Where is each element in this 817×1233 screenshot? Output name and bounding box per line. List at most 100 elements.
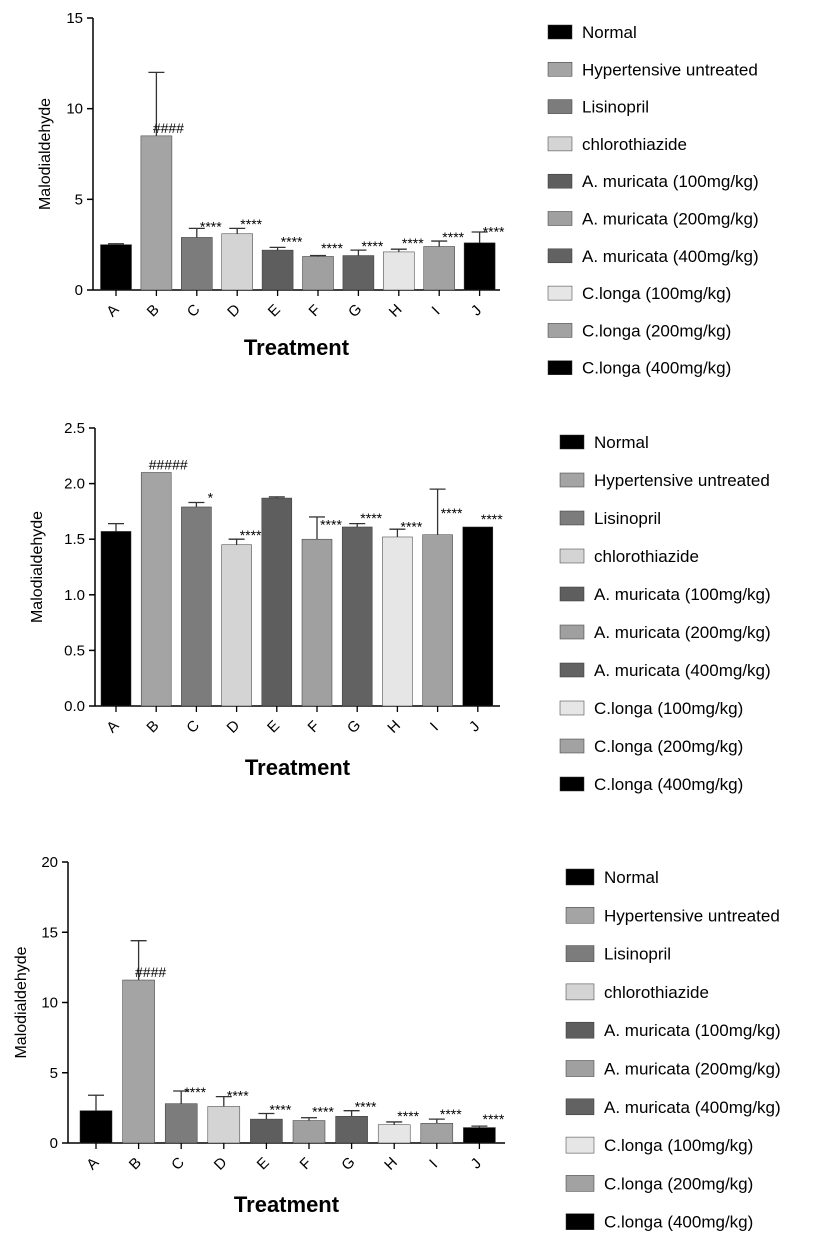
- y-tick-label: 0: [75, 282, 83, 299]
- legend-entry: Normal: [604, 868, 659, 887]
- significance-label: ****: [483, 224, 505, 240]
- legend-swatch: [559, 434, 585, 450]
- significance-label: ****: [397, 1108, 419, 1124]
- legend-entry: A. muricata (200mg/kg): [594, 623, 771, 642]
- significance-label: ****: [227, 1088, 249, 1104]
- significance-label: ****: [401, 519, 423, 535]
- legend-swatch: [547, 99, 573, 114]
- x-tick-label: E: [254, 1154, 273, 1173]
- x-tick-label: G: [345, 301, 365, 321]
- legend-swatch: [559, 662, 585, 678]
- x-tick-label: I: [427, 719, 442, 734]
- legend-entry: A. muricata (200mg/kg): [582, 210, 759, 229]
- legend-entry: C.longa (200mg/kg): [594, 737, 743, 756]
- legend-swatch: [565, 1021, 595, 1039]
- legend-swatch: [559, 738, 585, 754]
- legend-entry: A. muricata (100mg/kg): [582, 172, 759, 191]
- legend-entry: Hypertensive untreated: [594, 471, 770, 490]
- significance-label: ****: [360, 510, 382, 526]
- legend-swatch: [547, 360, 573, 375]
- bar-F: [301, 538, 333, 707]
- legend-entry: chlorothiazide: [582, 135, 687, 154]
- bar-A: [79, 1110, 113, 1144]
- x-tick-label: I: [426, 1156, 441, 1171]
- bar-J: [462, 526, 494, 707]
- y-tick-label: 5: [50, 1065, 58, 1082]
- legend-entry: Lisinopril: [594, 509, 661, 528]
- legend-swatch: [559, 624, 585, 640]
- bar-H: [377, 1124, 411, 1144]
- x-tick-label: C: [184, 301, 204, 321]
- x-axis-label: Treatment: [234, 1192, 340, 1217]
- significance-label: ****: [240, 216, 262, 232]
- bar-A: [100, 531, 132, 707]
- legend: Normal Hypertensive untreated Lisinopril ch…: [547, 23, 759, 378]
- y-axis-label: Malodialdehyde: [13, 946, 30, 1058]
- bar-F: [292, 1120, 326, 1144]
- bar-B: [140, 472, 172, 707]
- x-tick-label: A: [103, 301, 122, 320]
- y-tick-label: 15: [66, 10, 83, 27]
- legend-entry: C.longa (400mg/kg): [594, 775, 743, 794]
- legend-entry: Normal: [594, 433, 649, 452]
- legend-entry: Hypertensive untreated: [604, 906, 780, 925]
- significance-label: ****: [481, 511, 503, 527]
- x-tick-label: D: [224, 301, 244, 321]
- x-tick-label: H: [384, 717, 404, 737]
- x-tick-label: G: [338, 1154, 358, 1174]
- significance-label: ****: [362, 238, 384, 254]
- bar-C: [181, 237, 213, 291]
- bar-H: [382, 536, 413, 707]
- legend-swatch: [559, 700, 585, 716]
- chart-3: 0 5 10 15 20 Malodialdehyde A B #### C **** D **** E *…: [13, 854, 781, 1232]
- y-tick-label: 10: [41, 995, 58, 1012]
- x-axis-label: Treatment: [245, 755, 351, 780]
- bar-A: [100, 244, 132, 291]
- y-tick-label: 2.0: [64, 476, 85, 493]
- significance-label: ****: [442, 229, 464, 245]
- bar-I: [423, 246, 455, 291]
- legend-entry: A. muricata (200mg/kg): [604, 1060, 781, 1079]
- x-tick-label: A: [103, 717, 122, 736]
- x-tick-label: J: [468, 302, 485, 319]
- x-tick-label: D: [224, 717, 244, 737]
- chart-2: 0.0 0.5 1.0 1.5 2.0 2.5 Malodialdehyde A B ##### C…: [29, 420, 771, 794]
- legend-entry: Lisinopril: [582, 98, 649, 117]
- legend-entry: A. muricata (100mg/kg): [604, 1021, 781, 1040]
- legend-entry: A. muricata (400mg/kg): [604, 1098, 781, 1117]
- legend-entry: A. muricata (400mg/kg): [582, 247, 759, 266]
- legend-swatch: [565, 1098, 595, 1116]
- y-tick-label: 2.5: [64, 420, 85, 437]
- legend-entry: chlorothiazide: [604, 983, 709, 1002]
- significance-label: ****: [270, 1101, 292, 1117]
- y-tick-label: 20: [41, 854, 58, 871]
- x-tick-label: C: [183, 717, 203, 737]
- legend-swatch: [565, 945, 595, 962]
- bar-G: [341, 526, 373, 707]
- y-tick-label: 10: [66, 101, 83, 118]
- legend-swatch: [547, 136, 573, 152]
- significance-label: ****: [440, 1106, 462, 1122]
- significance-label: #####: [149, 456, 188, 472]
- legend-entry: C.longa (400mg/kg): [582, 359, 731, 378]
- significance-label: ####: [135, 964, 166, 980]
- y-tick-label: 0: [50, 1135, 58, 1152]
- legend-entry: Normal: [582, 23, 637, 42]
- significance-label: ####: [153, 120, 184, 136]
- significance-label: ****: [320, 517, 342, 533]
- significance-label: ****: [441, 505, 463, 521]
- legend-entry: A. muricata (100mg/kg): [594, 585, 771, 604]
- significance-label: ****: [200, 219, 222, 235]
- significance-label: ****: [240, 527, 262, 543]
- legend-entry: A. muricata (400mg/kg): [594, 661, 771, 680]
- legend-swatch: [547, 173, 573, 189]
- bar-E: [261, 497, 293, 707]
- legend-entry: Hypertensive untreated: [582, 60, 758, 79]
- y-tick-label: 0.5: [64, 642, 85, 659]
- bar-D: [221, 544, 252, 707]
- bar-G: [342, 255, 375, 291]
- y-tick-label: 1.0: [64, 587, 85, 604]
- significance-label: ****: [483, 1111, 505, 1127]
- bar-F: [302, 256, 334, 291]
- x-tick-label: F: [306, 302, 325, 321]
